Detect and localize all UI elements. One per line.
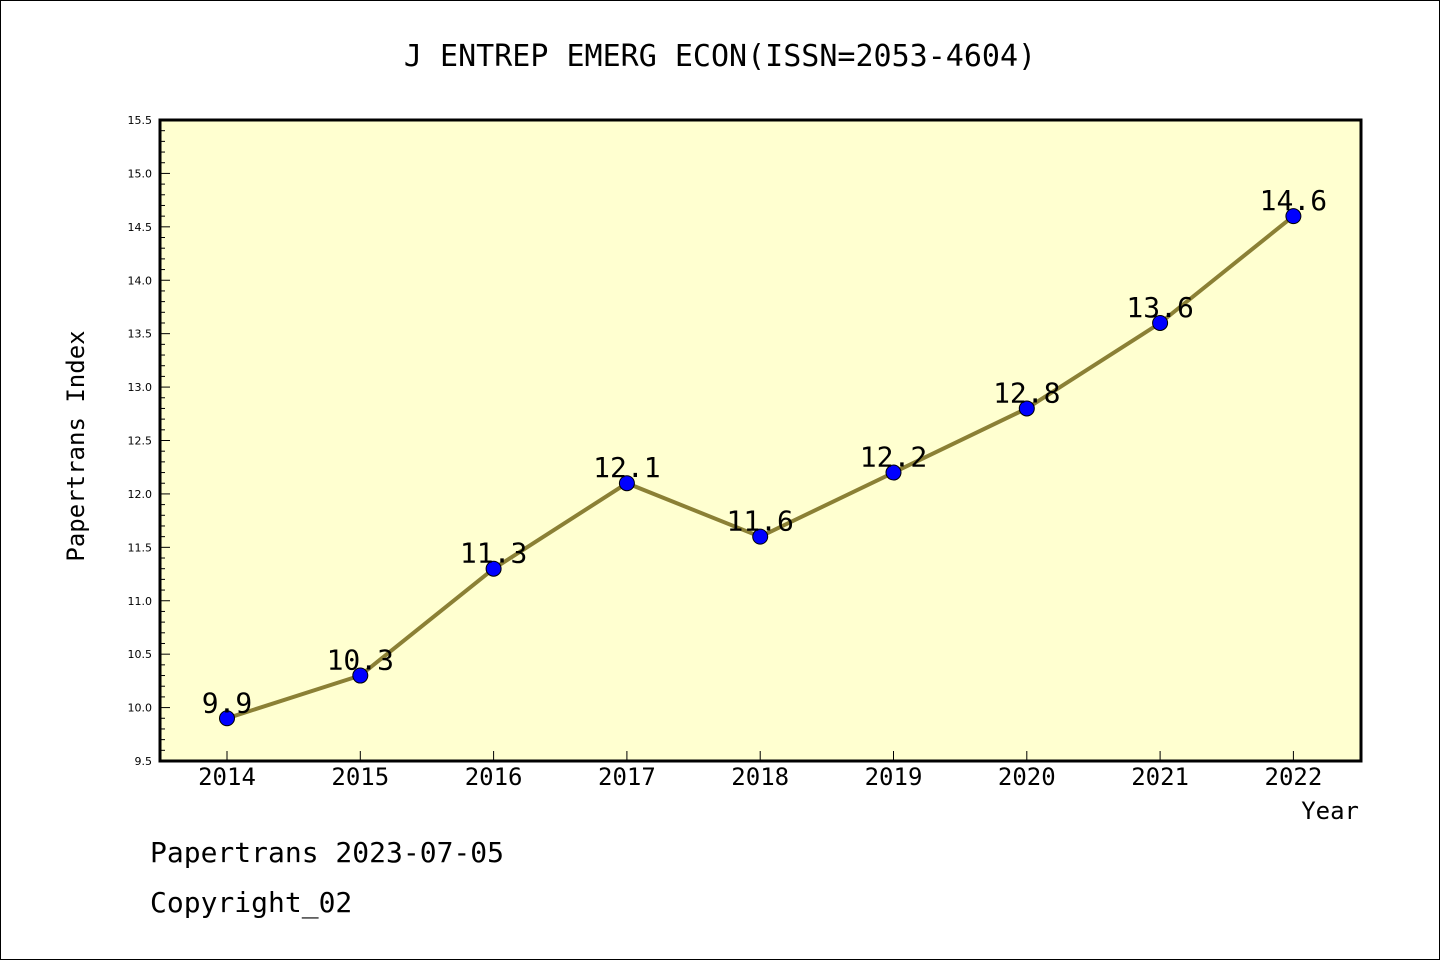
x-tick-label: 2014 <box>198 763 256 791</box>
y-tick-label: 10.0 <box>128 702 153 715</box>
data-label: 13.6 <box>1126 291 1193 324</box>
chart-title: J ENTREP EMERG ECON(ISSN=2053-4604) <box>404 39 1036 74</box>
data-label: 12.2 <box>860 441 927 474</box>
data-point <box>1152 314 1169 331</box>
data-label: 11.6 <box>726 505 793 538</box>
data-point <box>219 710 235 727</box>
data-point <box>618 475 635 492</box>
x-tick-label: 2022 <box>1265 763 1323 791</box>
x-tick-label: 2020 <box>998 763 1056 791</box>
x-tick-label: 2016 <box>465 763 523 791</box>
y-tick-label: 12.5 <box>128 435 153 448</box>
x-tick-label: 2018 <box>731 763 789 791</box>
x-tick-label: 2019 <box>865 763 923 791</box>
data-label: 12.8 <box>993 376 1060 409</box>
data-label: 9.9 <box>202 686 253 719</box>
y-tick-label: 14.0 <box>128 274 153 287</box>
x-tick-label: 2015 <box>331 763 389 791</box>
y-tick-label: 9.5 <box>135 755 153 768</box>
plot-area <box>160 120 1361 761</box>
data-point <box>1285 208 1302 225</box>
data-point <box>752 528 769 545</box>
y-tick-label: 12.0 <box>128 488 153 501</box>
data-labels: 9.9 10.3 11.3 12.1 11.6 12.2 12.8 13.6 14.6 <box>202 184 1327 719</box>
plot-border <box>158 118 1363 763</box>
data-point <box>485 560 502 577</box>
data-point <box>352 667 369 684</box>
y-tick-label: 11.5 <box>128 541 153 554</box>
x-axis-ticks: 2014 2015 2016 2017 2018 2019 2020 2021 2022 <box>198 751 1322 791</box>
data-points <box>219 208 1302 727</box>
data-label: 12.1 <box>593 451 660 484</box>
footer-date: Papertrans 2023-07-05 <box>150 836 505 869</box>
x-tick-label: 2021 <box>1131 763 1189 791</box>
data-label: 14.6 <box>1260 184 1327 217</box>
y-axis-label: Papertrans Index <box>62 330 90 561</box>
data-label: 10.3 <box>327 644 394 677</box>
data-label: 11.3 <box>460 537 527 570</box>
footer-copyright: Copyright_02 <box>150 886 353 919</box>
y-tick-label: 10.5 <box>128 648 153 661</box>
y-tick-label: 13.5 <box>128 328 153 341</box>
x-tick-label: 2017 <box>598 763 656 791</box>
data-point <box>1018 400 1035 417</box>
y-axis-ticks: 9.5 10.0 10.5 11.0 11.5 12.0 12.5 13.0 13.5 14.0 1… <box>128 114 170 768</box>
x-axis-label: Year <box>1301 797 1359 825</box>
y-tick-label: 15.5 <box>128 114 153 127</box>
y-tick-label: 14.5 <box>128 221 153 234</box>
data-point <box>885 464 902 481</box>
y-tick-label: 11.0 <box>128 595 153 608</box>
y-tick-label: 13.0 <box>128 381 153 394</box>
y-tick-label: 15.0 <box>128 167 153 180</box>
